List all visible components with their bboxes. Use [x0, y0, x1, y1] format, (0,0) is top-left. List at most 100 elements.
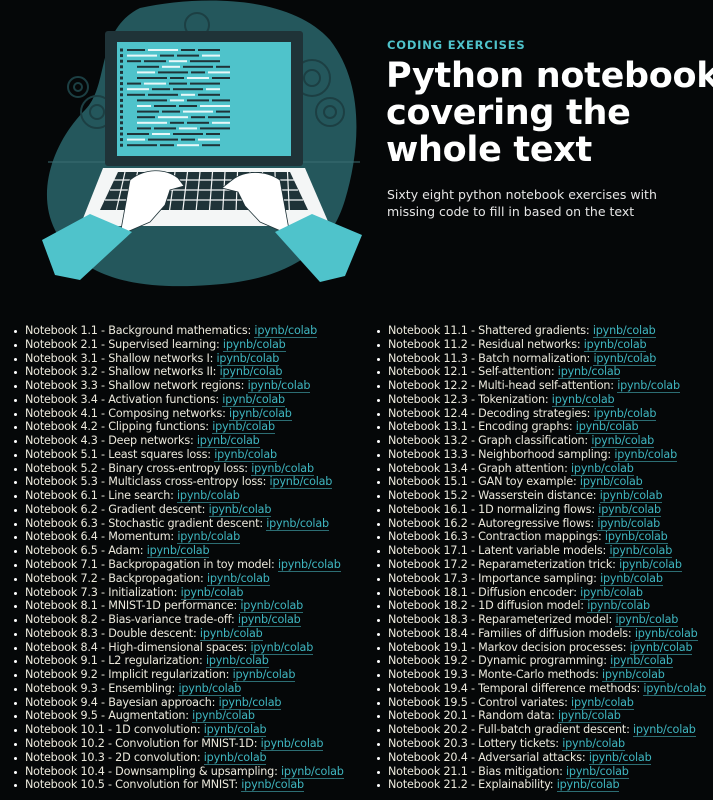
notebook-title: Notebook 1.1 - Background mathematics:: [25, 324, 252, 337]
notebook-list-item: Notebook 3.4 - Activation functions: ipy…: [14, 392, 344, 407]
ipynb-colab-link[interactable]: ipynb/colab: [247, 379, 311, 394]
ipynb-colab-link[interactable]: ipynb/colab: [602, 668, 665, 683]
notebook-list-item: Notebook 4.1 - Composing networks: ipynb…: [14, 406, 344, 421]
ipynb-colab-link[interactable]: ipynb/colab: [614, 447, 677, 462]
ipynb-colab-link[interactable]: ipynb/colab: [281, 764, 344, 779]
ipynb-colab-link[interactable]: ipynb/colab: [587, 599, 650, 614]
notebook-title: Notebook 17.2 - Reparameterization trick…: [388, 558, 616, 572]
ipynb-colab-link[interactable]: ipynb/colab: [610, 654, 673, 669]
ipynb-colab-link[interactable]: ipynb/colab: [199, 626, 263, 641]
ipynb-colab-link[interactable]: ipynb/colab: [571, 461, 634, 476]
notebook-list-item: Notebook 9.5 - Augmentation: ipynb/colab: [14, 709, 344, 724]
notebook-title: Notebook 8.2 - Bias-variance trade-off:: [25, 613, 235, 627]
notebook-list-item: Notebook 10.1 - 1D convolution: ipynb/co…: [14, 723, 344, 738]
ipynb-colab-link[interactable]: ipynb/colab: [229, 406, 292, 421]
ipynb-colab-link[interactable]: ipynb/colab: [192, 709, 255, 724]
ipynb-colab-link[interactable]: ipynb/colab: [599, 489, 663, 504]
ipynb-colab-link[interactable]: ipynb/colab: [146, 544, 210, 559]
ipynb-colab-link[interactable]: ipynb/colab: [177, 489, 240, 504]
ipynb-colab-link[interactable]: ipynb/colab: [218, 695, 282, 710]
ipynb-colab-link[interactable]: ipynb/colab: [643, 681, 707, 696]
ipynb-colab-link[interactable]: ipynb/colab: [203, 750, 267, 765]
ipynb-colab-link[interactable]: ipynb/colab: [203, 723, 267, 738]
notebook-list-item: Notebook 10.5 - Convolution for MNIST: i…: [14, 778, 344, 793]
ipynb-colab-link[interactable]: ipynb/colab: [241, 778, 304, 793]
ipynb-colab-link[interactable]: ipynb/colab: [598, 502, 661, 517]
ipynb-colab-link[interactable]: ipynb/colab: [593, 351, 657, 366]
notebook-title: Notebook 18.4 - Families of diffusion mo…: [388, 626, 632, 640]
notebook-title: Notebook 10.4 - Downsampling & upsamplin…: [25, 764, 278, 778]
ipynb-colab-link[interactable]: ipynb/colab: [178, 681, 242, 696]
ipynb-colab-link[interactable]: ipynb/colab: [180, 585, 244, 600]
notebook-title: Notebook 3.2 - Shallow networks II:: [25, 365, 217, 379]
ipynb-colab-link[interactable]: ipynb/colab: [571, 695, 634, 710]
notebook-list-item: Notebook 16.2 - Autoregressive flows: ip…: [377, 516, 706, 531]
notebook-list-item: Notebook 15.1 - GAN toy example: ipynb/c…: [377, 475, 706, 490]
ipynb-colab-link[interactable]: ipynb/colab: [250, 640, 314, 655]
ipynb-colab-link[interactable]: ipynb/colab: [208, 502, 272, 517]
ipynb-colab-link[interactable]: ipynb/colab: [617, 379, 680, 394]
ipynb-colab-link[interactable]: ipynb/colab: [222, 392, 285, 407]
ipynb-colab-link[interactable]: ipynb/colab: [592, 324, 656, 338]
ipynb-colab-link[interactable]: ipynb/colab: [237, 613, 301, 628]
notebook-list-item: Notebook 3.1 - Shallow networks I: ipynb…: [14, 351, 344, 366]
notebook-list-item: Notebook 15.2 - Wasserstein distance: ip…: [377, 489, 706, 504]
notebook-title: Notebook 9.4 - Bayesian approach:: [25, 695, 216, 709]
notebook-title: Notebook 20.4 - Adversarial attacks:: [388, 750, 586, 764]
ipynb-colab-link[interactable]: ipynb/colab: [240, 599, 304, 614]
notebook-title: Notebook 9.3 - Ensembling:: [25, 681, 176, 695]
notebook-list-item: Notebook 12.3 - Tokenization: ipynb/cola…: [377, 392, 706, 407]
ipynb-colab-link[interactable]: ipynb/colab: [266, 516, 329, 531]
ipynb-colab-link[interactable]: ipynb/colab: [597, 516, 660, 531]
ipynb-colab-link[interactable]: ipynb/colab: [615, 613, 679, 628]
ipynb-colab-link[interactable]: ipynb/colab: [604, 530, 668, 545]
ipynb-colab-link[interactable]: ipynb/colab: [232, 668, 296, 683]
ipynb-colab-link[interactable]: ipynb/colab: [260, 736, 324, 751]
ipynb-colab-link[interactable]: ipynb/colab: [609, 544, 673, 559]
ipynb-colab-link[interactable]: ipynb/colab: [633, 723, 696, 738]
ipynb-colab-link[interactable]: ipynb/colab: [580, 585, 643, 600]
ipynb-colab-link[interactable]: ipynb/colab: [583, 337, 647, 352]
notebook-list-item: Notebook 13.4 - Graph attention: ipynb/c…: [377, 461, 706, 476]
title-line: whole text: [386, 130, 592, 170]
ipynb-colab-link[interactable]: ipynb/colab: [593, 406, 657, 421]
notebook-title: Notebook 15.1 - GAN toy example:: [388, 475, 577, 489]
ipynb-colab-link[interactable]: ipynb/colab: [219, 365, 283, 380]
ipynb-colab-link[interactable]: ipynb/colab: [269, 475, 333, 490]
ipynb-colab-link[interactable]: ipynb/colab: [551, 392, 615, 407]
ipynb-colab-link[interactable]: ipynb/colab: [205, 654, 269, 669]
ipynb-colab-link[interactable]: ipynb/colab: [579, 475, 643, 490]
notebook-list-item: Notebook 13.3 - Neighborhood sampling: i…: [377, 447, 706, 462]
ipynb-colab-link[interactable]: ipynb/colab: [557, 709, 621, 724]
ipynb-colab-link[interactable]: ipynb/colab: [588, 750, 652, 765]
ipynb-colab-link[interactable]: ipynb/colab: [196, 434, 260, 449]
notebook-list-item: Notebook 5.1 - Least squares loss: ipynb…: [14, 447, 344, 462]
ipynb-colab-link[interactable]: ipynb/colab: [206, 571, 270, 586]
ipynb-colab-link[interactable]: ipynb/colab: [177, 530, 240, 545]
ipynb-colab-link[interactable]: ipynb/colab: [591, 434, 654, 449]
notebook-title: Notebook 3.3 - Shallow network regions:: [25, 379, 245, 393]
ipynb-colab-link[interactable]: ipynb/colab: [557, 365, 621, 380]
ipynb-colab-link[interactable]: ipynb/colab: [566, 764, 629, 779]
ipynb-colab-link[interactable]: ipynb/colab: [600, 571, 663, 586]
ipynb-colab-link[interactable]: ipynb/colab: [251, 461, 314, 476]
notebook-list-item: Notebook 6.1 - Line search: ipynb/colab: [14, 489, 344, 504]
ipynb-colab-link[interactable]: ipynb/colab: [254, 324, 318, 338]
ipynb-colab-link[interactable]: ipynb/colab: [222, 337, 286, 352]
ipynb-colab-link[interactable]: ipynb/colab: [212, 420, 275, 435]
ipynb-colab-link[interactable]: ipynb/colab: [562, 736, 625, 751]
notebook-list-item: Notebook 2.1 - Supervised learning: ipyn…: [14, 337, 344, 352]
ipynb-colab-link[interactable]: ipynb/colab: [575, 420, 639, 435]
ipynb-colab-link[interactable]: ipynb/colab: [277, 558, 341, 573]
laptop-coding-illustration: [42, 0, 362, 287]
ipynb-colab-link[interactable]: ipynb/colab: [214, 447, 277, 462]
page-title: Python notebooks covering the whole text: [386, 58, 713, 169]
notebook-title: Notebook 19.5 - Control variates:: [388, 695, 568, 709]
notebook-title: Notebook 4.1 - Composing networks:: [25, 406, 226, 420]
ipynb-colab-link[interactable]: ipynb/colab: [216, 351, 280, 366]
notebook-title: Notebook 13.3 - Neighborhood sampling:: [388, 447, 611, 461]
ipynb-colab-link[interactable]: ipynb/colab: [634, 626, 698, 641]
ipynb-colab-link[interactable]: ipynb/colab: [629, 640, 693, 655]
ipynb-colab-link[interactable]: ipynb/colab: [556, 778, 620, 793]
ipynb-colab-link[interactable]: ipynb/colab: [619, 558, 682, 573]
